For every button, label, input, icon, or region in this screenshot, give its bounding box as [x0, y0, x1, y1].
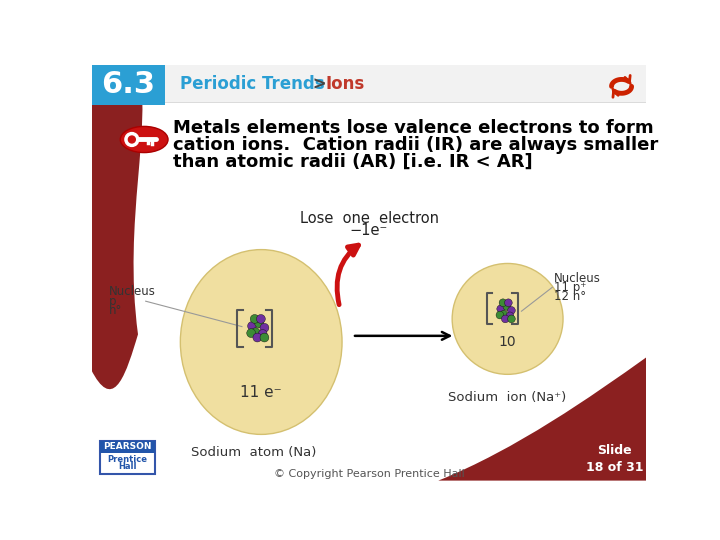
Circle shape: [251, 314, 259, 323]
Text: Ions: Ions: [325, 75, 364, 93]
Text: −1e⁻: −1e⁻: [350, 223, 388, 238]
Text: 11 p⁺: 11 p⁺: [554, 281, 586, 294]
Text: 6.3: 6.3: [101, 70, 155, 99]
Circle shape: [258, 329, 267, 339]
Text: Metals elements lose valence electrons to form: Metals elements lose valence electrons t…: [174, 119, 654, 137]
Text: Lose  one  electron: Lose one electron: [300, 211, 438, 226]
Circle shape: [260, 323, 269, 332]
PathPatch shape: [92, 65, 143, 393]
Text: cation ions.  Cation radii (IR) are always smaller: cation ions. Cation radii (IR) are alway…: [174, 136, 659, 154]
Circle shape: [128, 136, 135, 143]
Circle shape: [497, 305, 505, 313]
Circle shape: [248, 322, 256, 330]
Bar: [92, 65, 165, 105]
Circle shape: [501, 315, 509, 323]
Ellipse shape: [120, 126, 168, 153]
Text: >: >: [307, 75, 332, 93]
Text: Slide
18 of 31: Slide 18 of 31: [586, 444, 644, 474]
Circle shape: [508, 307, 516, 314]
Circle shape: [251, 328, 260, 336]
Circle shape: [125, 132, 139, 146]
Text: 11 e⁻: 11 e⁻: [240, 384, 282, 400]
Circle shape: [508, 315, 516, 323]
Text: Hall: Hall: [118, 462, 137, 471]
FancyArrowPatch shape: [337, 245, 359, 305]
Bar: [92, 65, 647, 102]
Bar: [585, 442, 644, 476]
Text: © Copyright Pearson Prentice Hall: © Copyright Pearson Prentice Hall: [274, 469, 464, 480]
Text: Sodium  atom (Na): Sodium atom (Na): [191, 446, 316, 459]
Text: 12 n°: 12 n°: [554, 290, 586, 303]
Text: Sodium  ion (Na⁺): Sodium ion (Na⁺): [449, 392, 567, 404]
Circle shape: [256, 314, 265, 323]
Circle shape: [500, 310, 508, 318]
Circle shape: [496, 311, 504, 319]
Circle shape: [506, 312, 514, 320]
Text: Periodic Trends: Periodic Trends: [180, 75, 325, 93]
Text: Nucleus: Nucleus: [554, 272, 600, 285]
Text: than atomic radii (AR) [i.e. IR < AR]: than atomic radii (AR) [i.e. IR < AR]: [174, 153, 533, 171]
Text: PEARSON: PEARSON: [103, 442, 151, 451]
Circle shape: [503, 303, 510, 310]
Text: 10: 10: [499, 335, 516, 349]
Bar: [99, 441, 155, 475]
PathPatch shape: [438, 357, 647, 481]
Text: n°: n°: [109, 304, 122, 317]
Bar: [99, 441, 155, 453]
Circle shape: [260, 333, 269, 342]
Text: p: p: [109, 295, 116, 308]
Circle shape: [452, 264, 563, 374]
Ellipse shape: [180, 249, 342, 434]
Circle shape: [253, 333, 262, 342]
Text: Prentice: Prentice: [107, 455, 147, 463]
Circle shape: [499, 299, 507, 307]
Circle shape: [505, 299, 512, 307]
Text: Nucleus: Nucleus: [109, 286, 156, 299]
Circle shape: [255, 319, 264, 328]
Circle shape: [247, 329, 256, 338]
